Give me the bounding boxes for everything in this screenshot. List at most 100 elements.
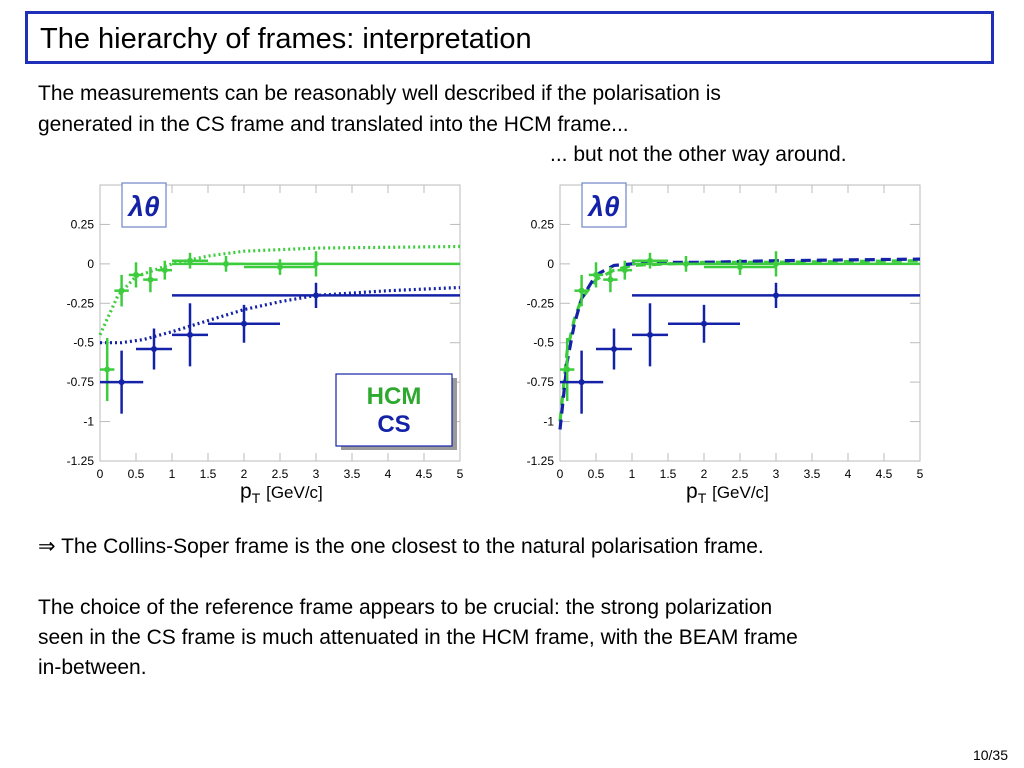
chart-right: 0 0.5 1 1.5 2 2.5 3 3.5 4 4.5 5 0.25 0 -0.25 -0.5 -0.75… bbox=[527, 182, 924, 480]
y-tick-label: 0.25 bbox=[71, 217, 95, 231]
y-tick-label: 0.25 bbox=[531, 217, 555, 231]
data-point-hcm bbox=[172, 251, 460, 277]
chart-ylabel: λθ bbox=[586, 191, 620, 222]
data-point-hcm bbox=[128, 262, 144, 288]
marker bbox=[147, 276, 154, 283]
page-number: 10/35 bbox=[972, 747, 1008, 763]
choice-line-2: seen in the CS frame is much attenuated … bbox=[38, 626, 798, 649]
marker bbox=[621, 267, 628, 274]
x-tick-label: 0.5 bbox=[128, 467, 145, 480]
marker bbox=[187, 257, 193, 264]
ylabel-box bbox=[581, 182, 627, 228]
xlabel-sub: T bbox=[697, 490, 707, 507]
x-tick-label: 3 bbox=[313, 467, 320, 480]
data-point-hcm bbox=[617, 260, 632, 280]
conclusion-text: The Collins-Soper frame is the one close… bbox=[55, 535, 764, 558]
marker bbox=[313, 292, 319, 299]
xlabel-unit: [GeV/c] bbox=[266, 483, 323, 502]
x-tick-label: 4.5 bbox=[416, 467, 433, 480]
x-tick-label: 1 bbox=[169, 467, 176, 480]
data-point-cs bbox=[632, 303, 668, 367]
marker bbox=[151, 346, 157, 353]
data-point-hcm bbox=[704, 259, 776, 275]
xlabel-main: p bbox=[686, 480, 698, 503]
legend-entry: HCM bbox=[367, 383, 422, 410]
ylabel-box bbox=[121, 182, 167, 228]
y-tick-label: -0.75 bbox=[67, 375, 95, 389]
implies-arrow: ⇒ bbox=[38, 535, 56, 558]
data-point-cs bbox=[668, 304, 740, 343]
data-point-hcm bbox=[574, 274, 589, 307]
y-tick-label: 0 bbox=[87, 257, 94, 271]
marker bbox=[773, 260, 779, 267]
x-tick-label: 1.5 bbox=[200, 467, 217, 480]
data-point-cs bbox=[208, 304, 280, 343]
x-tick-label: 4 bbox=[385, 467, 392, 480]
x-tick-label: 4 bbox=[845, 467, 852, 480]
y-tick-label: -0.75 bbox=[527, 375, 555, 389]
data-point-hcm bbox=[632, 252, 668, 269]
data-point-hcm bbox=[244, 259, 316, 275]
intro-line-3: ... but not the other way around. bbox=[550, 143, 847, 166]
data-point-hcm bbox=[114, 274, 129, 307]
x-tick-label: 4.5 bbox=[876, 467, 893, 480]
data-point-hcm bbox=[588, 262, 604, 288]
xlabel-main: p bbox=[240, 480, 252, 503]
x-tick-label: 0 bbox=[557, 467, 564, 480]
x-tick-label: 2 bbox=[241, 467, 248, 480]
y-tick-label: -1.25 bbox=[67, 454, 95, 468]
chart-left-xlabel: pT [GeV/c] bbox=[240, 480, 323, 506]
data-point-cs bbox=[136, 328, 172, 370]
data-point-hcm bbox=[143, 267, 158, 293]
dashed-curve bbox=[558, 259, 921, 422]
marker bbox=[187, 331, 193, 338]
choice-line-3: in-between. bbox=[38, 656, 147, 679]
y-tick-label: -1 bbox=[543, 415, 554, 429]
data-point-hcm bbox=[172, 252, 208, 269]
x-tick-label: 2.5 bbox=[732, 467, 749, 480]
marker bbox=[647, 331, 653, 338]
data-point-hcm bbox=[632, 251, 920, 277]
data-point-hcm bbox=[603, 267, 618, 293]
x-tick-label: 0 bbox=[97, 467, 104, 480]
marker bbox=[737, 264, 743, 271]
data-point-cs bbox=[172, 303, 208, 367]
data-point-cs bbox=[596, 328, 632, 370]
x-tick-label: 5 bbox=[457, 467, 464, 480]
data-point-cs bbox=[100, 350, 144, 414]
marker bbox=[104, 366, 111, 373]
marker bbox=[647, 257, 653, 264]
marker bbox=[133, 271, 139, 278]
data-point-cs bbox=[560, 350, 604, 414]
chart-ylabel: λθ bbox=[126, 191, 160, 222]
data-point-cs bbox=[172, 282, 460, 309]
choice-line-1: The choice of the reference frame appear… bbox=[38, 596, 773, 619]
marker bbox=[118, 287, 125, 294]
y-tick-label: -0.25 bbox=[527, 296, 555, 310]
slide-title: The hierarchy of frames: interpretation bbox=[40, 23, 532, 55]
marker bbox=[607, 276, 614, 283]
data-point-hcm bbox=[157, 260, 172, 280]
data-point-hcm bbox=[560, 337, 575, 402]
marker bbox=[161, 267, 168, 274]
x-tick-label: 3 bbox=[773, 467, 780, 480]
marker bbox=[701, 320, 707, 327]
xlabel-sub: T bbox=[251, 490, 261, 507]
marker bbox=[773, 292, 779, 299]
conclusion-line: ⇒ The Collins-Soper frame is the one clo… bbox=[38, 532, 764, 562]
intro-line-2: generated in the CS frame and translated… bbox=[38, 113, 629, 136]
x-tick-label: 1.5 bbox=[660, 467, 677, 480]
x-tick-label: 3.5 bbox=[804, 467, 821, 480]
marker bbox=[118, 379, 125, 386]
dashed-curve bbox=[558, 257, 921, 430]
y-tick-label: 0 bbox=[547, 257, 554, 271]
marker bbox=[277, 264, 283, 271]
title-box: The hierarchy of frames: interpretation bbox=[25, 11, 994, 64]
chart-right-xlabel: pT [GeV/c] bbox=[686, 480, 769, 506]
x-tick-label: 5 bbox=[917, 467, 924, 480]
x-tick-label: 2.5 bbox=[272, 467, 289, 480]
marker bbox=[241, 320, 247, 327]
marker bbox=[313, 260, 319, 267]
intro-line-1: The measurements can be reasonably well … bbox=[38, 82, 721, 105]
marker bbox=[578, 287, 585, 294]
